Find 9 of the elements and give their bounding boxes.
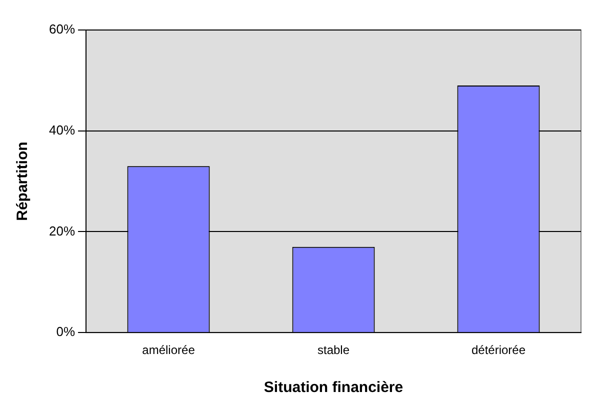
y-tick-label: 0% [56,324,76,340]
x-tick-label: améliorée [142,343,196,358]
y-axis-title: Répartition [14,142,32,221]
y-tick-label: 40% [48,122,76,138]
x-tick-label: détériorée [471,343,526,358]
y-tick-label: 20% [48,223,76,238]
x-tick-label: stable [317,343,350,358]
x-axis-title: Situation financière [264,379,404,396]
y-tick-label: 60% [48,22,76,37]
